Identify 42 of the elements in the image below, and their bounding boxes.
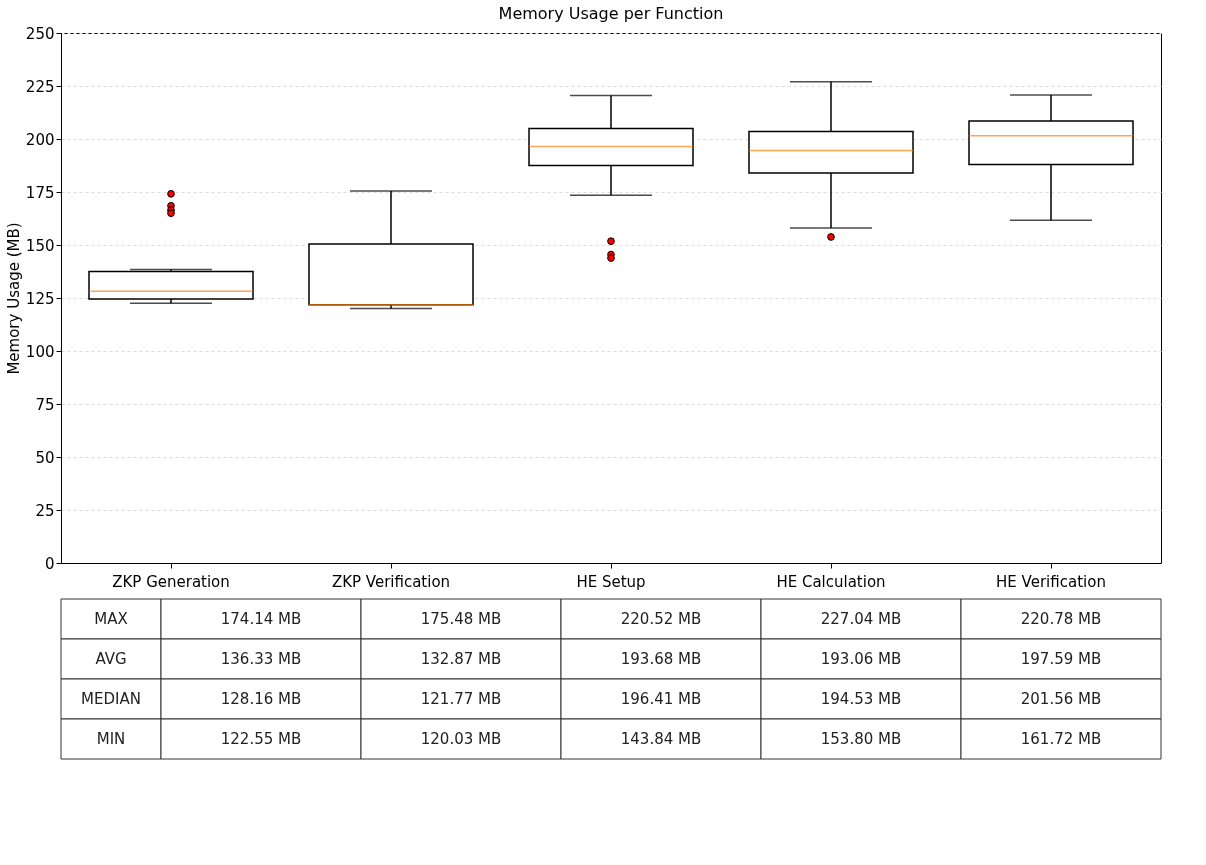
text: 220.52 MB bbox=[620, 610, 702, 628]
text: 128.16 MB bbox=[220, 690, 302, 708]
text: 153.80 MB bbox=[820, 730, 902, 748]
y-tick-label: 200 bbox=[25, 130, 55, 149]
text: 143.84 MB bbox=[620, 730, 702, 748]
y-tick-label: 50 bbox=[35, 448, 55, 467]
x-tick-label: HE Setup bbox=[576, 572, 646, 591]
y-tick-label: 100 bbox=[25, 342, 55, 361]
text: 220.78 MB bbox=[1020, 610, 1102, 628]
text: MIN bbox=[96, 730, 126, 748]
x-tick-label: ZKP Generation bbox=[112, 572, 230, 591]
text: 175.48 MB bbox=[420, 610, 502, 628]
y-tick-label: 250 bbox=[25, 24, 55, 43]
text: 196.41 MB bbox=[620, 690, 702, 708]
y-tick-label: 125 bbox=[25, 289, 55, 308]
text: 197.59 MB bbox=[1020, 650, 1102, 668]
y-tick-label: 150 bbox=[25, 236, 55, 255]
text: 161.72 MB bbox=[1020, 730, 1102, 748]
x-tick-label: HE Calculation bbox=[776, 572, 886, 591]
text: 193.68 MB bbox=[620, 650, 702, 668]
text: 193.06 MB bbox=[820, 650, 902, 668]
text: 132.87 MB bbox=[420, 650, 502, 668]
text: MEDIAN bbox=[81, 690, 141, 708]
text: 227.04 MB bbox=[820, 610, 902, 628]
text: 201.56 MB bbox=[1020, 690, 1102, 708]
text: 120.03 MB bbox=[420, 730, 502, 748]
y-tick-label: 25 bbox=[35, 501, 55, 520]
text: AVG bbox=[95, 650, 127, 668]
y-tick-label: 0 bbox=[44, 554, 55, 573]
y-axis-title: Memory Usage (MB) bbox=[4, 222, 23, 375]
y-tick-label: 75 bbox=[35, 395, 55, 414]
y-tick-label: 175 bbox=[25, 183, 55, 202]
text: 122.55 MB bbox=[220, 730, 302, 748]
text: MAX bbox=[94, 610, 128, 628]
text: 174.14 MB bbox=[220, 610, 302, 628]
text: 121.77 MB bbox=[420, 690, 502, 708]
text: 194.53 MB bbox=[820, 690, 902, 708]
x-tick-label: ZKP Verification bbox=[331, 572, 451, 591]
text: 136.33 MB bbox=[220, 650, 302, 668]
chart-title: Memory Usage per Function bbox=[498, 4, 724, 23]
x-tick-label: HE Verification bbox=[996, 572, 1106, 591]
y-tick-label: 225 bbox=[25, 77, 55, 96]
